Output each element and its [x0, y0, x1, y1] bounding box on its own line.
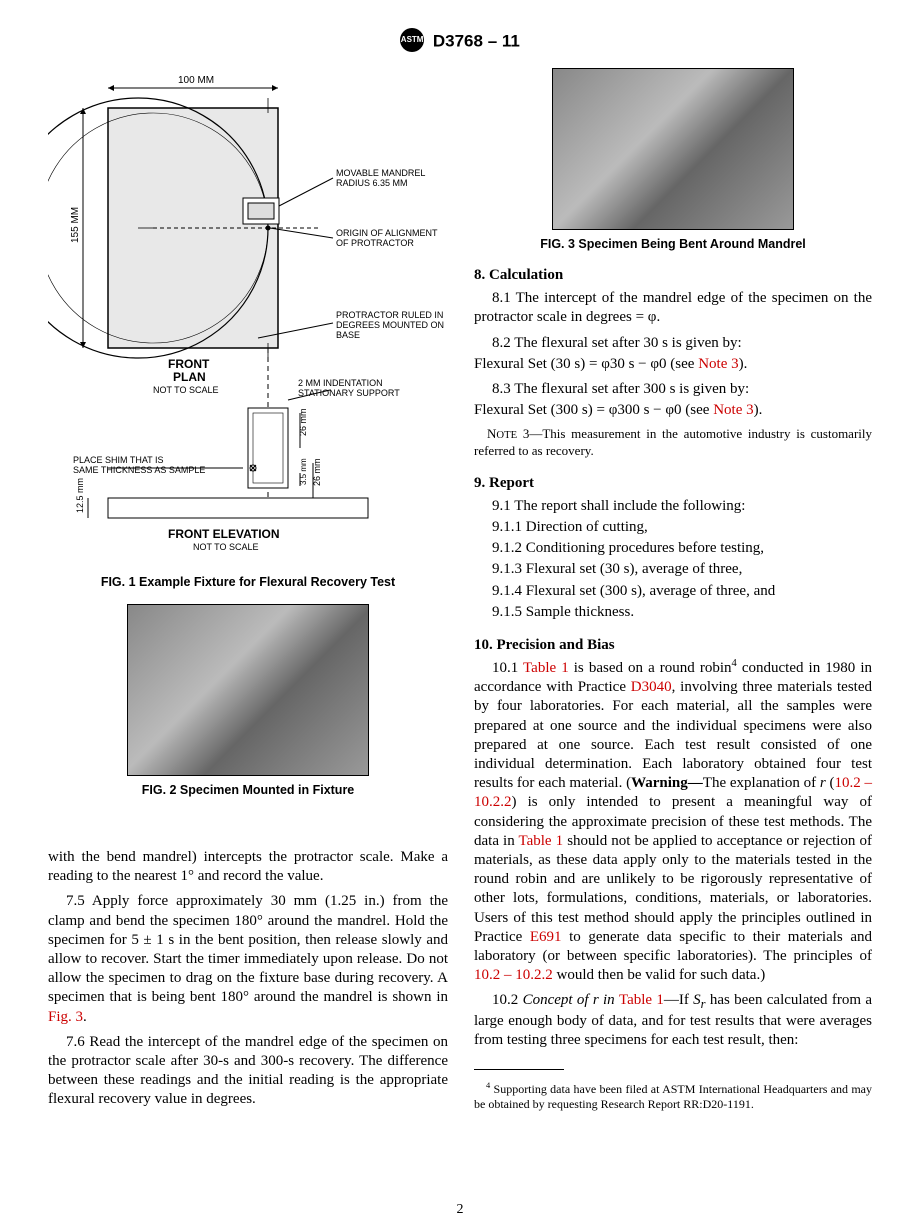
right-column: FIG. 3 Specimen Being Bent Around Mandre…	[474, 68, 872, 1124]
svg-text:OF PROTRACTOR: OF PROTRACTOR	[336, 238, 414, 248]
svg-text:2 MM INDENTATION: 2 MM INDENTATION	[298, 378, 383, 388]
link-table1-b[interactable]: Table 1	[518, 833, 563, 849]
para-7-4-cont: with the bend mandrel) intercepts the pr…	[48, 848, 448, 886]
p10-2-b: —If	[664, 992, 693, 1008]
para-7-5: 7.5 Apply force approximately 30 mm (1.2…	[48, 892, 448, 1026]
para-9-1-1: 9.1.1 Direction of cutting,	[474, 518, 872, 537]
para-8-3a: 8.3 The flexural set after 300 s is give…	[474, 380, 872, 399]
footnote-rule	[474, 1069, 564, 1070]
p10-1-a: 10.1	[492, 660, 523, 676]
svg-text:ORIGIN OF ALIGNMENT: ORIGIN OF ALIGNMENT	[336, 228, 438, 238]
p10-1-e: The explanation of	[703, 775, 820, 791]
figure-3-caption: FIG. 3 Specimen Being Bent Around Mandre…	[474, 236, 872, 252]
warning-label: Warning—	[631, 775, 703, 791]
para-10-1: 10.1 Table 1 is based on a round robin4 …	[474, 659, 872, 985]
svg-text:SAME THICKNESS AS SAMPLE: SAME THICKNESS AS SAMPLE	[73, 465, 205, 475]
astm-logo: ASTM	[400, 28, 424, 52]
two-column-layout: 100 MM 155 MM MOVABLE MANDREL RADIUS 6.3…	[48, 68, 872, 1124]
para-10-2: 10.2 Concept of r in Table 1—If Sr has b…	[474, 991, 872, 1050]
figure-2-photo	[127, 604, 369, 776]
para-9-1-5: 9.1.5 Sample thickness.	[474, 603, 872, 622]
section-9-head: 9. Report	[474, 474, 872, 493]
section-8-head: 8. Calculation	[474, 266, 872, 285]
svg-text:BASE: BASE	[336, 330, 360, 340]
para-9-1-3: 9.1.3 Flexural set (30 s), average of th…	[474, 560, 872, 579]
svg-text:FRONT: FRONT	[168, 357, 210, 371]
para-7-5-text: 7.5 Apply force approximately 30 mm (1.2…	[48, 893, 448, 1005]
para-9-1-2: 9.1.2 Conditioning procedures before tes…	[474, 539, 872, 558]
p10-1-j: would then be valid for such data.)	[553, 967, 765, 983]
link-10-2-b[interactable]: 10.2 – 10.2.2	[474, 967, 553, 983]
svg-text:PLAN: PLAN	[173, 370, 206, 384]
para-8-2b-pre: Flexural Set (30 s) = φ30 s − φ0 (see	[474, 356, 698, 372]
p10-1-b: is based on a round robin	[569, 660, 732, 676]
footnote-4-text: Supporting data have been filed at ASTM …	[474, 1082, 872, 1111]
note-3: NOTE 3—This measurement in the automotiv…	[474, 426, 872, 459]
link-table1-a[interactable]: Table 1	[523, 660, 569, 676]
para-8-2b: Flexural Set (30 s) = φ30 s − φ0 (see No…	[474, 355, 872, 374]
para-9-1-4: 9.1.4 Flexural set (300 s), average of t…	[474, 582, 872, 601]
left-column: 100 MM 155 MM MOVABLE MANDREL RADIUS 6.3…	[48, 68, 448, 1124]
p10-2-em: Concept of r in	[523, 992, 619, 1008]
svg-text:STATIONARY SUPPORT: STATIONARY SUPPORT	[298, 388, 400, 398]
link-table1-c[interactable]: Table 1	[619, 992, 664, 1008]
svg-text:MOVABLE MANDREL: MOVABLE MANDREL	[336, 168, 425, 178]
svg-text:26 mm: 26 mm	[312, 458, 322, 486]
designation: D3768 – 11	[433, 31, 520, 50]
figure-1-caption: FIG. 1 Example Fixture for Flexural Reco…	[48, 574, 448, 590]
svg-text:26 mm: 26 mm	[298, 408, 308, 436]
note-3-label: NOTE 3—	[487, 426, 542, 441]
page-number: 2	[0, 1202, 920, 1218]
svg-text:155 MM: 155 MM	[70, 207, 81, 243]
link-e691[interactable]: E691	[530, 929, 562, 945]
svg-text:NOT TO SCALE: NOT TO SCALE	[153, 385, 219, 395]
link-d3040[interactable]: D3040	[631, 679, 672, 695]
p10-2-a: 10.2	[492, 992, 523, 1008]
page-header: ASTM D3768 – 11	[48, 30, 872, 54]
section-10-head: 10. Precision and Bias	[474, 636, 872, 655]
svg-text:FRONT ELEVATION: FRONT ELEVATION	[168, 527, 280, 541]
svg-text:3.5 mm: 3.5 mm	[299, 458, 308, 485]
svg-text:NOT TO SCALE: NOT TO SCALE	[193, 542, 259, 552]
para-7-6: 7.6 Read the intercept of the mandrel ed…	[48, 1033, 448, 1110]
para-7-5-end: .	[83, 1009, 87, 1025]
figure-1-diagram: 100 MM 155 MM MOVABLE MANDREL RADIUS 6.3…	[48, 68, 448, 568]
para-8-2a: 8.2 The flexural set after 30 s is given…	[474, 334, 872, 353]
para-8-3b: Flexural Set (300 s) = φ300 s − φ0 (see …	[474, 401, 872, 420]
figure-3-photo	[552, 68, 794, 230]
figure-2-caption: FIG. 2 Specimen Mounted in Fixture	[48, 782, 448, 798]
svg-text:RADIUS 6.35 MM: RADIUS 6.35 MM	[336, 178, 408, 188]
para-8-1: 8.1 The intercept of the mandrel edge of…	[474, 289, 872, 327]
svg-text:PROTRACTOR RULED IN: PROTRACTOR RULED IN	[336, 310, 443, 320]
svg-text:100 MM: 100 MM	[178, 75, 214, 86]
link-note3-a[interactable]: Note 3	[698, 356, 738, 372]
para-8-3b-pre: Flexural Set (300 s) = φ300 s − φ0 (see	[474, 402, 713, 418]
para-8-3b-post: ).	[754, 402, 763, 418]
var-sr: Sr	[693, 992, 705, 1008]
footnote-4: 4 Supporting data have been filed at AST…	[474, 1082, 872, 1112]
svg-text:12.5 mm: 12.5 mm	[75, 478, 85, 513]
svg-text:PLACE SHIM THAT IS: PLACE SHIM THAT IS	[73, 455, 164, 465]
para-8-2b-post: ).	[739, 356, 748, 372]
link-fig3[interactable]: Fig. 3	[48, 1009, 83, 1025]
page: ASTM D3768 – 11	[0, 0, 920, 1232]
link-note3-b[interactable]: Note 3	[713, 402, 753, 418]
para-9-1: 9.1 The report shall include the followi…	[474, 497, 872, 516]
svg-text:DEGREES MOUNTED ON: DEGREES MOUNTED ON	[336, 320, 444, 330]
